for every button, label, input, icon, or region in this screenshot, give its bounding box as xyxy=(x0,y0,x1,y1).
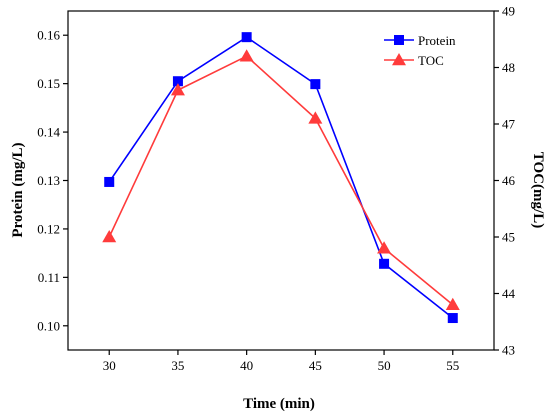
chart-legend: Protein TOC xyxy=(384,33,456,68)
right-y-tick-label: 46 xyxy=(502,173,516,188)
toc-triangle-marker xyxy=(445,297,460,311)
left-y-tick-label: 0.13 xyxy=(37,173,60,188)
toc-triangle-marker xyxy=(377,241,392,254)
protein-square-marker xyxy=(379,258,390,269)
right-y-tick-label: 48 xyxy=(502,60,515,75)
toc-triangle-marker xyxy=(392,53,406,66)
left-y-axis-title: Protein (mg/L) xyxy=(10,142,26,237)
protein-square-marker xyxy=(447,313,458,324)
series-line-protein xyxy=(108,36,454,319)
right-y-tick-label: 47 xyxy=(502,117,516,132)
axis-tick-labels: 30 35 40 45 50 55 0.10 0.11 0.12 0.13 0.14 0.15 0.16… xyxy=(37,4,515,374)
toc-triangle-marker xyxy=(170,83,185,96)
toc-triangle-marker xyxy=(102,230,117,243)
left-y-tick-label: 0.11 xyxy=(38,270,60,285)
legend-item-toc: TOC xyxy=(384,53,444,68)
left-y-tick-label: 0.16 xyxy=(37,28,60,43)
series-layer xyxy=(102,32,460,324)
x-tick-label: 30 xyxy=(103,358,116,373)
right-y-tick-label: 45 xyxy=(502,230,515,245)
left-y-tick-label: 0.10 xyxy=(37,318,60,333)
protein-square-marker xyxy=(104,176,115,187)
toc-triangle-marker xyxy=(308,111,323,124)
left-y-tick-label: 0.15 xyxy=(37,76,60,91)
left-y-tick-label: 0.14 xyxy=(37,125,60,140)
x-tick-label: 35 xyxy=(171,358,184,373)
right-y-axis-title: TOC(mg/L) xyxy=(530,152,546,228)
x-tick-label: 45 xyxy=(309,358,322,373)
right-y-tick-label: 43 xyxy=(502,343,515,358)
protein-square-marker xyxy=(310,79,321,90)
x-tick-label: 40 xyxy=(240,358,253,373)
series-toc xyxy=(102,49,460,311)
axis-ticks xyxy=(63,10,499,355)
toc-triangle-marker xyxy=(239,49,254,62)
series-protein xyxy=(104,32,458,324)
protein-square-marker xyxy=(241,32,252,43)
protein-square-marker xyxy=(394,35,404,45)
legend-label: TOC xyxy=(418,53,444,68)
x-tick-label: 50 xyxy=(378,358,391,373)
left-y-tick-label: 0.12 xyxy=(37,221,60,236)
x-axis-title: Time (min) xyxy=(243,396,315,412)
x-tick-label: 55 xyxy=(446,358,459,373)
legend-item-protein: Protein xyxy=(384,33,456,48)
legend-label: Protein xyxy=(418,33,456,48)
right-y-tick-label: 49 xyxy=(502,4,515,19)
right-y-tick-label: 44 xyxy=(502,286,516,301)
series-line-toc xyxy=(108,55,454,306)
protein-square-marker xyxy=(172,76,183,87)
